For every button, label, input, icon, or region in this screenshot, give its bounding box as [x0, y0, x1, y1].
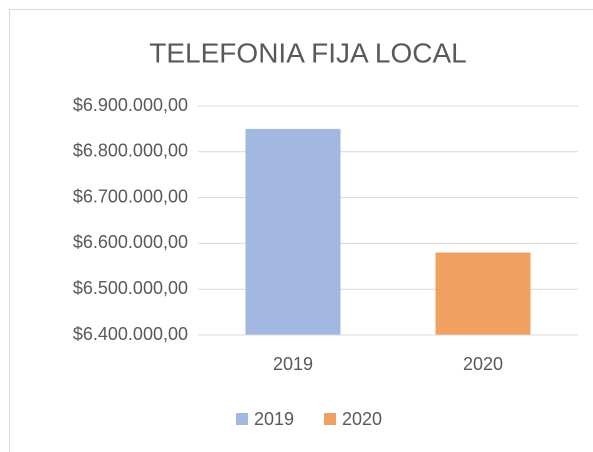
legend-swatch — [324, 413, 336, 425]
bar — [245, 128, 341, 335]
y-tick-label: $6.800.000,00 — [73, 141, 188, 161]
legend-swatch — [236, 413, 248, 425]
bar — [435, 252, 531, 335]
y-tick-label: $6.900.000,00 — [73, 95, 188, 115]
x-tick-label: 2019 — [273, 354, 313, 374]
y-tick-label: $6.600.000,00 — [73, 232, 188, 252]
y-tick-label: $6.400.000,00 — [73, 324, 188, 344]
x-tick-label: 2020 — [463, 354, 503, 374]
legend-label: 2020 — [342, 409, 382, 429]
chart-title: TELEFONIA FIJA LOCAL — [149, 37, 466, 68]
y-tick-label: $6.500.000,00 — [73, 278, 188, 298]
legend-label: 2019 — [254, 409, 294, 429]
y-tick-label: $6.700.000,00 — [73, 186, 188, 206]
